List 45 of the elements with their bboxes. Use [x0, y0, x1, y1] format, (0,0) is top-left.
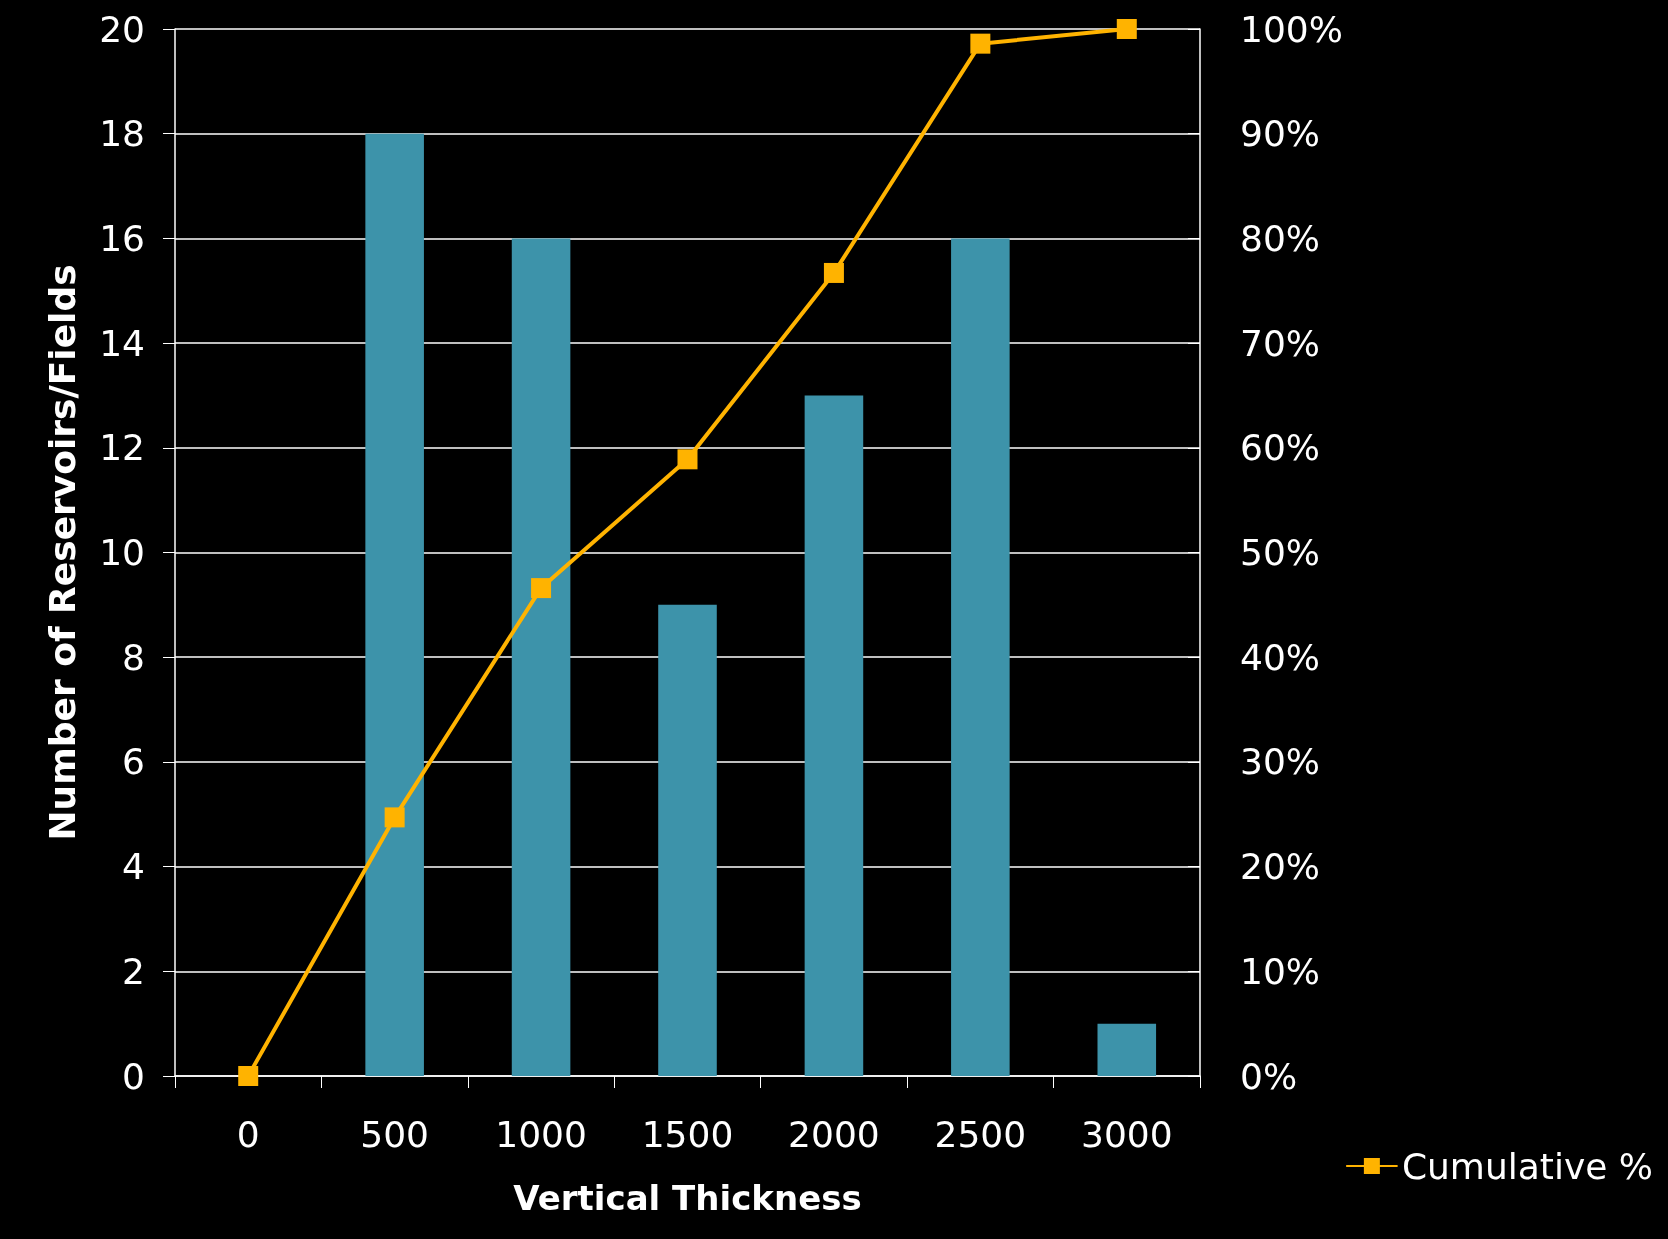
y2-tick-label: 10% — [1240, 950, 1321, 992]
point — [531, 578, 552, 599]
y-tick-label: 20 — [99, 8, 145, 50]
point — [384, 807, 405, 828]
y2-tick-label: 0% — [1240, 1055, 1298, 1097]
x-tick-label: 3000 — [1080, 1113, 1173, 1155]
bar — [804, 395, 864, 1076]
y2-tick-label: 90% — [1240, 113, 1321, 155]
x-tick-label: 2500 — [934, 1113, 1027, 1155]
y-tick-label: 8 — [122, 636, 145, 678]
y2-tick-label: 20% — [1240, 846, 1321, 888]
y-tick-label: 6 — [122, 741, 145, 783]
y-tick-label: 10 — [99, 532, 145, 573]
point — [823, 262, 844, 283]
point — [677, 449, 698, 470]
y2-tick-label: 60% — [1240, 427, 1321, 469]
legend-label: Cumulative % — [1401, 1145, 1653, 1187]
point — [1116, 19, 1137, 39]
y2-tick-label: 50% — [1240, 532, 1321, 573]
y-tick-label: 4 — [122, 846, 145, 888]
y-tick-label: 0 — [122, 1055, 145, 1097]
x-tick-label: 500 — [360, 1113, 429, 1155]
y-tick-label: 2 — [122, 950, 145, 992]
x-tick-label: 1500 — [641, 1113, 734, 1155]
y-tick-label: 16 — [99, 217, 145, 259]
y2-tick-label: 80% — [1240, 217, 1321, 259]
y-tick-label: 14 — [99, 322, 145, 364]
bar — [1097, 1023, 1157, 1076]
y-tick-label: 18 — [99, 113, 145, 155]
point — [238, 1066, 259, 1086]
y2-tick-label: 100% — [1240, 8, 1343, 50]
y-tick-label: 12 — [99, 427, 145, 469]
bar — [365, 133, 424, 1076]
x-axis-title: Vertical Thickness — [513, 1178, 862, 1218]
y2-tick-label: 70% — [1240, 322, 1321, 364]
x-tick-label: 2000 — [788, 1113, 880, 1155]
bar — [951, 238, 1010, 1076]
point — [970, 33, 991, 54]
x-tick-label: 1000 — [495, 1113, 587, 1155]
y2-tick-label: 40% — [1240, 636, 1321, 678]
y-axis-title: Number of Reservoirs/Fields — [41, 264, 83, 841]
bar — [658, 604, 717, 1076]
x-tick-label: 0 — [236, 1113, 260, 1155]
bar — [511, 238, 571, 1076]
y2-tick-label: 30% — [1240, 741, 1321, 783]
